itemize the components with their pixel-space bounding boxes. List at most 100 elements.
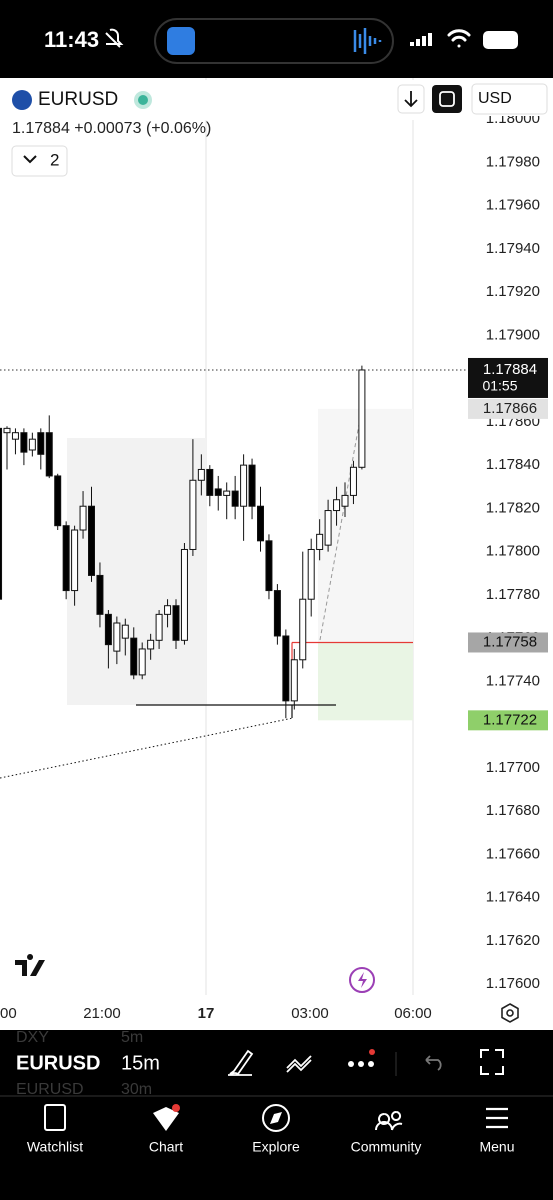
- audio-wave: [353, 28, 382, 54]
- tab-label[interactable]: Chart: [149, 1139, 183, 1155]
- undo-icon[interactable]: [425, 1055, 442, 1071]
- toolbar-symbol[interactable]: EURUSD: [16, 1052, 100, 1074]
- candle-body: [88, 505, 95, 576]
- menu-icon: [486, 1107, 508, 1129]
- screen-button[interactable]: [432, 85, 462, 113]
- candle-body: [358, 369, 366, 468]
- price-label-box: [468, 398, 548, 419]
- price-label: 1.17866: [483, 400, 537, 417]
- chart-icon: [153, 1107, 179, 1131]
- clock: 11:43: [44, 27, 99, 52]
- candle-body: [45, 432, 53, 477]
- countdown: 01:55: [482, 378, 517, 394]
- fullscreen-icon[interactable]: [480, 1049, 504, 1075]
- signal-icon: [410, 33, 432, 46]
- screen-icon: [439, 91, 455, 107]
- wifi-icon: [447, 29, 471, 48]
- y-tick-label: 1.17620: [486, 932, 540, 949]
- tab-label[interactable]: Menu: [479, 1139, 514, 1155]
- y-tick-label: 1.17600: [486, 975, 540, 992]
- y-tick-label: 1.17980: [486, 153, 540, 170]
- currency: USD: [478, 90, 512, 107]
- tab-label[interactable]: Explore: [252, 1139, 300, 1155]
- candle-body: [223, 490, 231, 496]
- candle-body: [341, 494, 349, 507]
- faded-interval: 30m: [121, 1081, 152, 1098]
- candle-body: [0, 427, 3, 600]
- position-box: [318, 408, 413, 643]
- tab-label[interactable]: Community: [351, 1139, 422, 1155]
- candle-body: [265, 540, 273, 592]
- symbol[interactable]: EURUSD: [38, 89, 118, 110]
- y-tick-label: 1.17780: [486, 586, 540, 603]
- candle-body: [231, 490, 239, 507]
- candle-body: [130, 637, 138, 676]
- more-icon[interactable]: [348, 1049, 375, 1067]
- y-tick-label: 1.17640: [486, 889, 540, 906]
- y-tick-label: 1.17820: [486, 499, 540, 516]
- candle-body: [333, 499, 341, 512]
- candle-body: [11, 432, 19, 440]
- mute-icon: [105, 28, 124, 48]
- tab-label[interactable]: Watchlist: [27, 1139, 83, 1155]
- candle-body: [155, 613, 163, 641]
- trend-line: [0, 717, 294, 779]
- y-tick-label: 1.17960: [486, 197, 540, 214]
- y-tick-label: 1.17940: [486, 240, 540, 257]
- currency-select[interactable]: [471, 83, 548, 115]
- toolbar: [0, 1030, 553, 1096]
- y-tick-label: 1.17800: [486, 543, 540, 560]
- header-bg: [0, 80, 470, 120]
- candle-body: [164, 605, 172, 615]
- candle-body: [240, 464, 248, 507]
- candle-body: [96, 574, 104, 615]
- projection-line: [319, 407, 363, 641]
- settings-dot: [506, 1009, 514, 1017]
- settings-icon: [501, 1003, 519, 1023]
- x-tick-label: 21:00: [83, 1005, 121, 1022]
- candle-body: [282, 635, 290, 702]
- candle-body: [189, 479, 197, 550]
- candle-body: [54, 475, 62, 527]
- battery-icon: [483, 31, 518, 49]
- toolbar-interval[interactable]: 15m: [121, 1052, 160, 1074]
- candle-body: [113, 622, 121, 652]
- candle-body: [257, 505, 264, 542]
- lightning-button[interactable]: [349, 967, 375, 993]
- y-tick-label: 1.17840: [486, 456, 540, 473]
- indicators-button[interactable]: [11, 145, 68, 177]
- candle-body: [290, 659, 298, 702]
- price-label: 1.17722: [483, 711, 537, 728]
- x-tick-label: 00: [0, 1005, 17, 1022]
- y-tick-label: 1.17700: [486, 759, 540, 776]
- candle-body: [349, 466, 357, 496]
- x-tick-label: 06:00: [394, 1005, 432, 1022]
- y-tick-label: 1.17900: [486, 326, 540, 343]
- community-icon: [375, 1111, 403, 1131]
- candle-body: [197, 468, 205, 481]
- candle-body: [206, 468, 214, 496]
- candle-body: [71, 529, 79, 592]
- faded-symbol: EURUSD: [16, 1081, 84, 1098]
- candle-body: [273, 590, 281, 637]
- price-label-box: [468, 357, 548, 398]
- candle-body: [138, 648, 146, 676]
- y-tick-label: 1.17660: [486, 845, 540, 862]
- candle-body: [180, 548, 188, 641]
- candle-body: [172, 605, 180, 641]
- lightning-icon: [358, 972, 367, 988]
- explore-icon: [262, 1104, 290, 1132]
- chevron: [23, 155, 37, 164]
- price-label-box: [468, 632, 548, 653]
- candle-body: [104, 613, 112, 646]
- dynamic-island: [154, 18, 394, 64]
- market-status-dot: [138, 95, 148, 105]
- candle-body: [62, 525, 70, 592]
- explore-needle: [270, 1112, 282, 1124]
- draw-icon[interactable]: [228, 1049, 254, 1076]
- price-label-box: [468, 710, 548, 731]
- indicators-icon[interactable]: [286, 1055, 312, 1073]
- candle-body: [147, 639, 155, 650]
- candle-body: [3, 427, 11, 434]
